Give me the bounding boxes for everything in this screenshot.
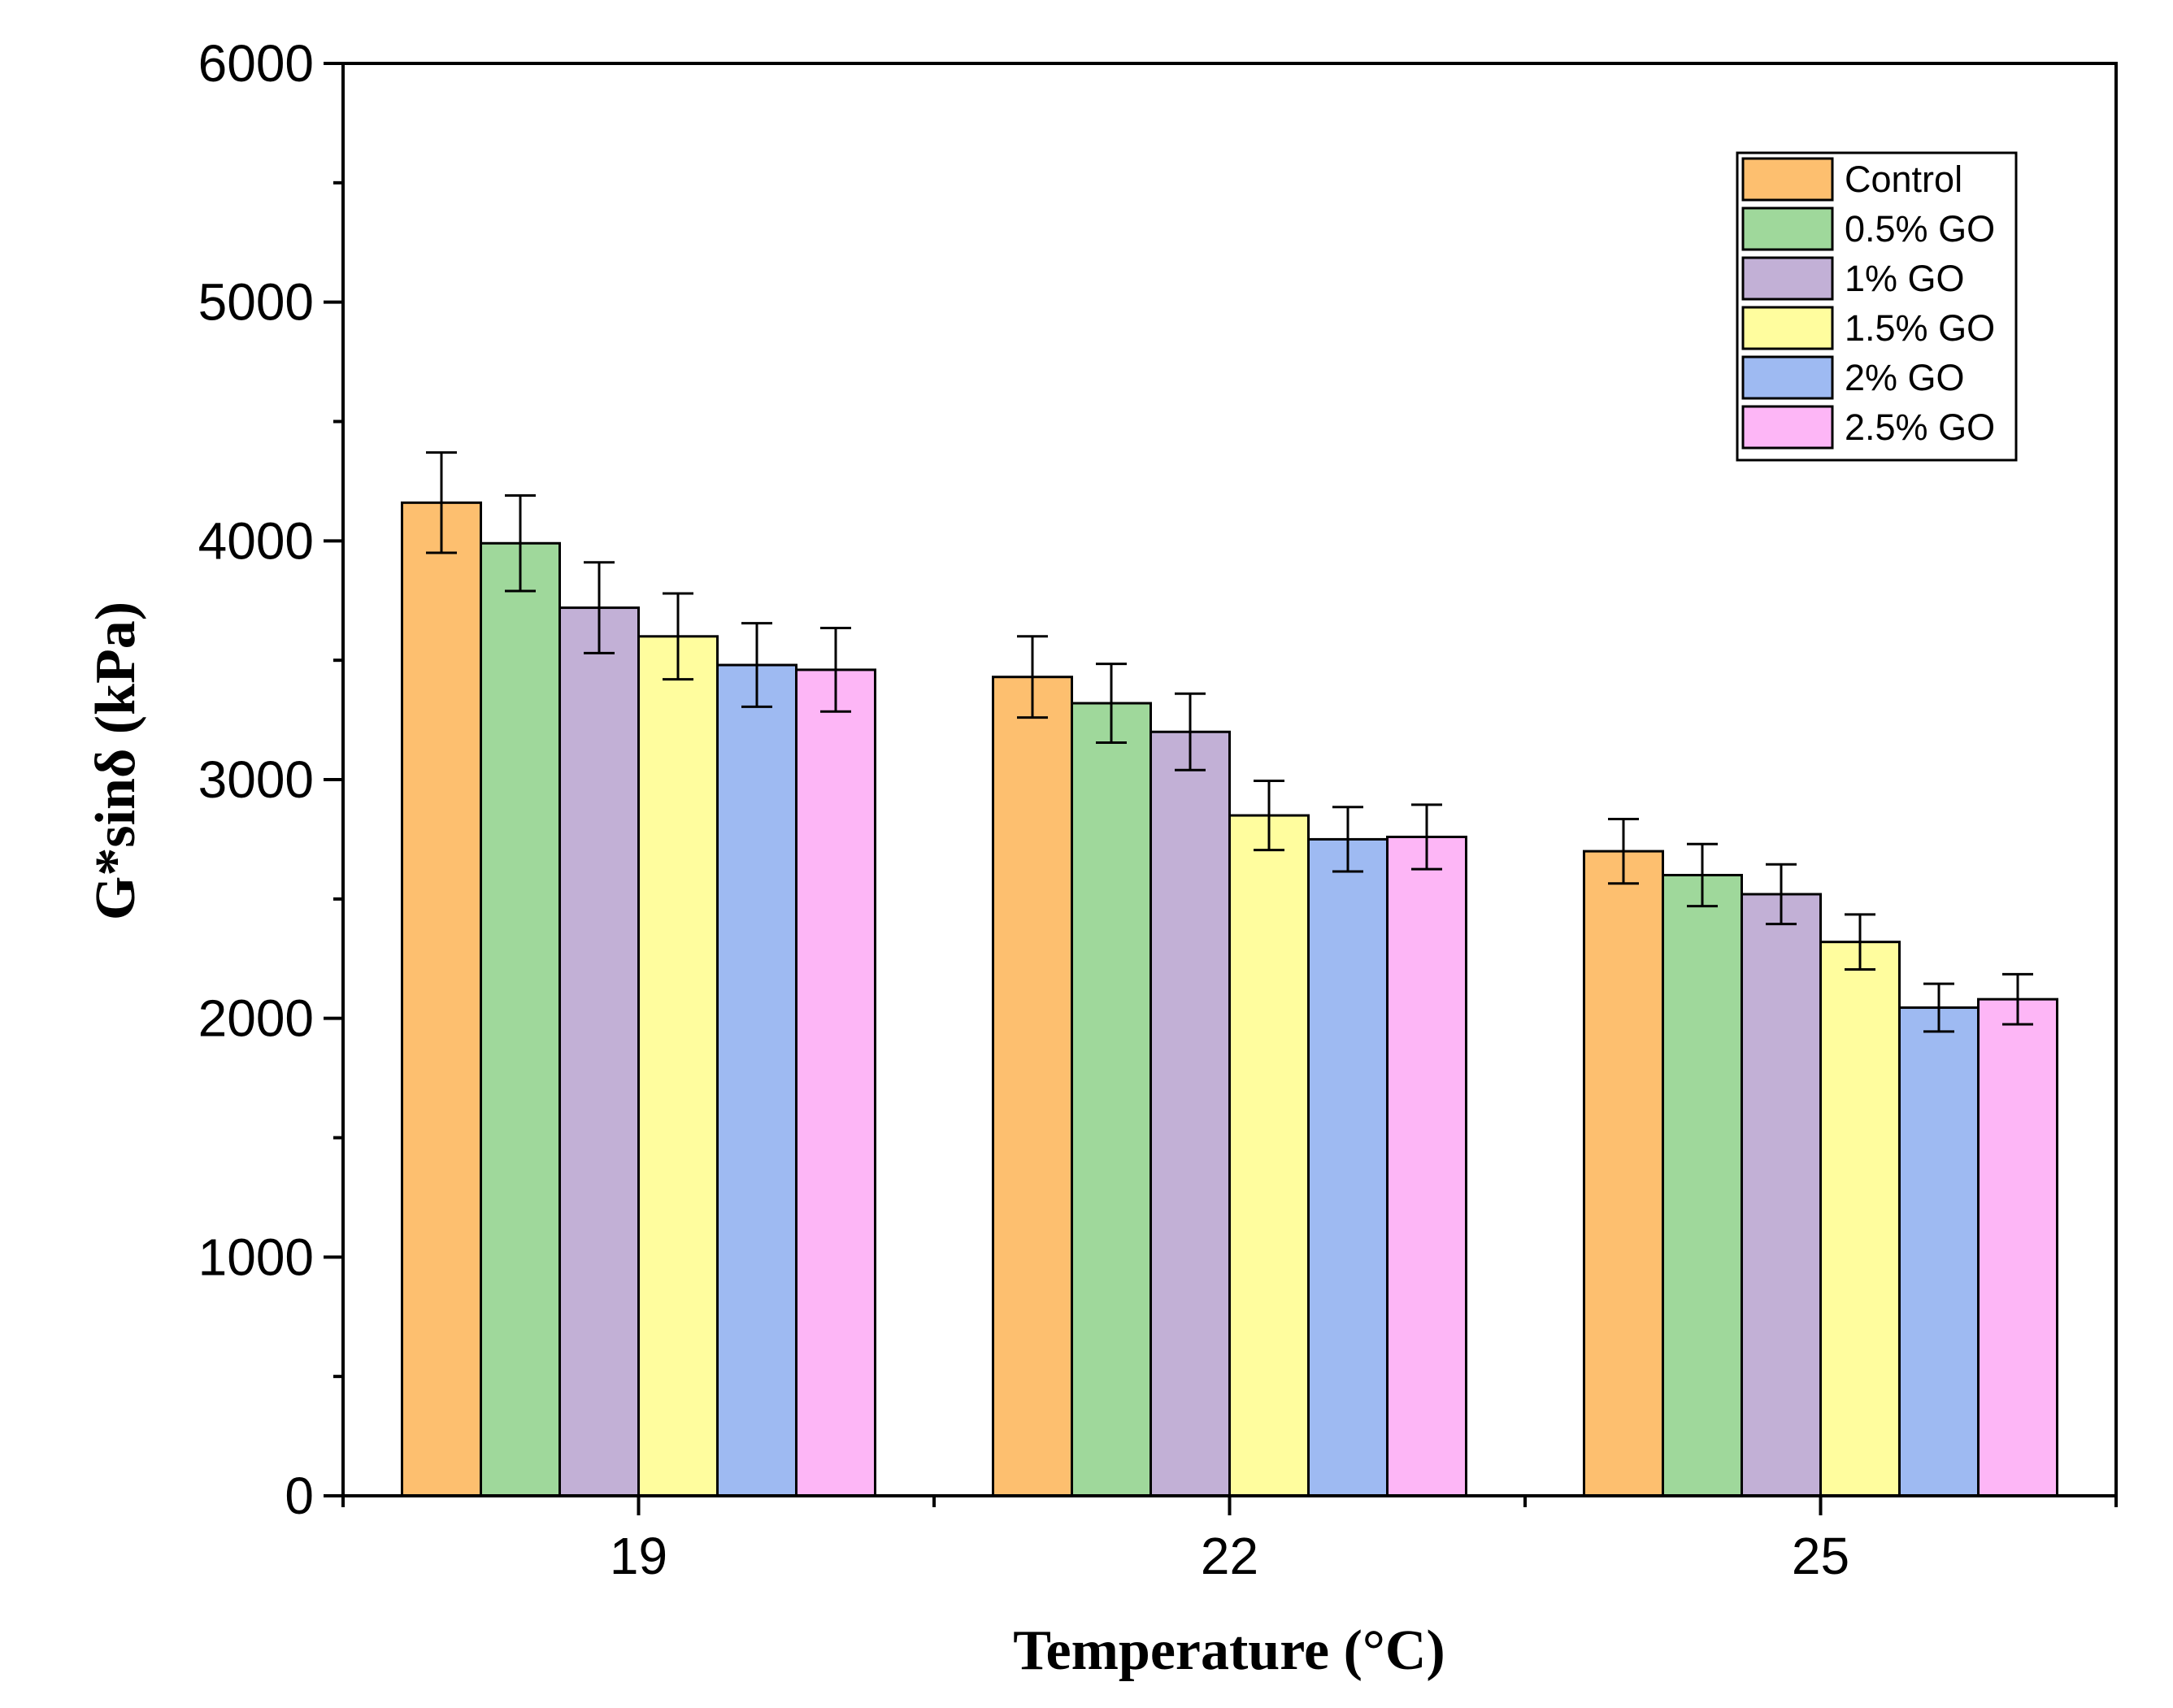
- error-bar-2-5-go-22: [1411, 803, 1442, 871]
- y-axis-title: G*sinδ (kPa): [85, 602, 147, 920]
- bar-1-go-22: [1150, 730, 1231, 1497]
- bar-0-5-go-22: [1071, 702, 1152, 1497]
- legend-label-1-5-go: 1.5% GO: [1845, 307, 1995, 349]
- bar-2-5-go-19: [795, 668, 876, 1497]
- bar-2-5-go-25: [1977, 997, 2058, 1497]
- bar-1-5-go-19: [637, 635, 719, 1497]
- error-bar-1-go-25: [1766, 863, 1797, 926]
- error-bar-2-go-22: [1332, 806, 1363, 873]
- legend-swatch-1-5-go: [1741, 306, 1834, 350]
- error-bar-control-19: [426, 451, 457, 554]
- y-tick-label: 1000: [198, 1228, 314, 1286]
- bar-2-5-go-22: [1386, 835, 1467, 1497]
- error-bar-0-5-go-25: [1687, 842, 1718, 908]
- legend-swatch-2-5-go: [1741, 405, 1834, 450]
- ticks-layer: 0 1000 2000 3000 4000 5000 6000 19 22 25: [198, 34, 2118, 1585]
- error-bar-1-go-19: [584, 561, 615, 654]
- bar-0-5-go-19: [480, 541, 561, 1497]
- legend-label-2-go: 2% GO: [1845, 357, 1965, 398]
- legend-label-control: Control: [1845, 159, 1962, 200]
- x-axis-title: Temperature (°C): [1013, 1619, 1445, 1682]
- legend-label-1-go: 1% GO: [1845, 258, 1965, 299]
- bar-1-5-go-22: [1228, 814, 1310, 1497]
- legend: Control 0.5% GO 1% GO 1.5% GO 2% GO 2.5% GO: [1736, 151, 2018, 462]
- error-bar-2-5-go-19: [820, 627, 851, 713]
- bar-1-go-19: [558, 606, 640, 1497]
- error-bar-1-5-go-19: [663, 592, 693, 681]
- y-tick-label: 2000: [198, 989, 314, 1048]
- y-tick-label: 6000: [198, 34, 314, 93]
- error-bar-2-5-go-25: [2002, 972, 2033, 1026]
- bar-2-go-22: [1307, 837, 1389, 1497]
- bar-2-go-19: [716, 663, 797, 1497]
- bar-control-22: [992, 676, 1073, 1497]
- bars-layer: [401, 501, 2058, 1497]
- error-bar-0-5-go-19: [505, 494, 536, 593]
- error-bar-control-25: [1608, 817, 1639, 885]
- y-tick-label: 0: [285, 1467, 314, 1525]
- legend-swatch-0-5-go: [1741, 206, 1834, 251]
- error-bar-2-go-25: [1923, 982, 1954, 1033]
- legend-swatch-1-go: [1741, 256, 1834, 301]
- bar-control-25: [1583, 850, 1664, 1497]
- y-tick-label: 3000: [198, 750, 314, 809]
- legend-label-2-5-go: 2.5% GO: [1845, 406, 1995, 448]
- legend-label-0-5-go: 0.5% GO: [1845, 208, 1995, 250]
- bar-2-go-25: [1898, 1006, 1980, 1497]
- bar-1-go-25: [1741, 893, 1822, 1497]
- error-bar-1-5-go-25: [1845, 913, 1875, 971]
- y-tick-label: 4000: [198, 511, 314, 570]
- error-bar-0-5-go-22: [1096, 663, 1127, 744]
- x-tick-label: 22: [1201, 1527, 1258, 1585]
- error-bar-2-go-19: [741, 622, 772, 708]
- error-bar-control-22: [1017, 635, 1048, 719]
- x-tick-label: 25: [1792, 1527, 1849, 1585]
- legend-swatch-control: [1741, 157, 1834, 202]
- legend-swatch-2-go: [1741, 355, 1834, 400]
- y-tick-label: 5000: [198, 273, 314, 332]
- error-bar-1-5-go-22: [1254, 779, 1284, 852]
- x-tick-label: 19: [610, 1527, 667, 1585]
- bar-1-5-go-25: [1819, 941, 1901, 1497]
- bar-0-5-go-25: [1662, 873, 1743, 1497]
- bar-control-19: [401, 501, 482, 1497]
- error-bars-layer: [426, 451, 2033, 1033]
- error-bar-1-go-22: [1175, 692, 1206, 771]
